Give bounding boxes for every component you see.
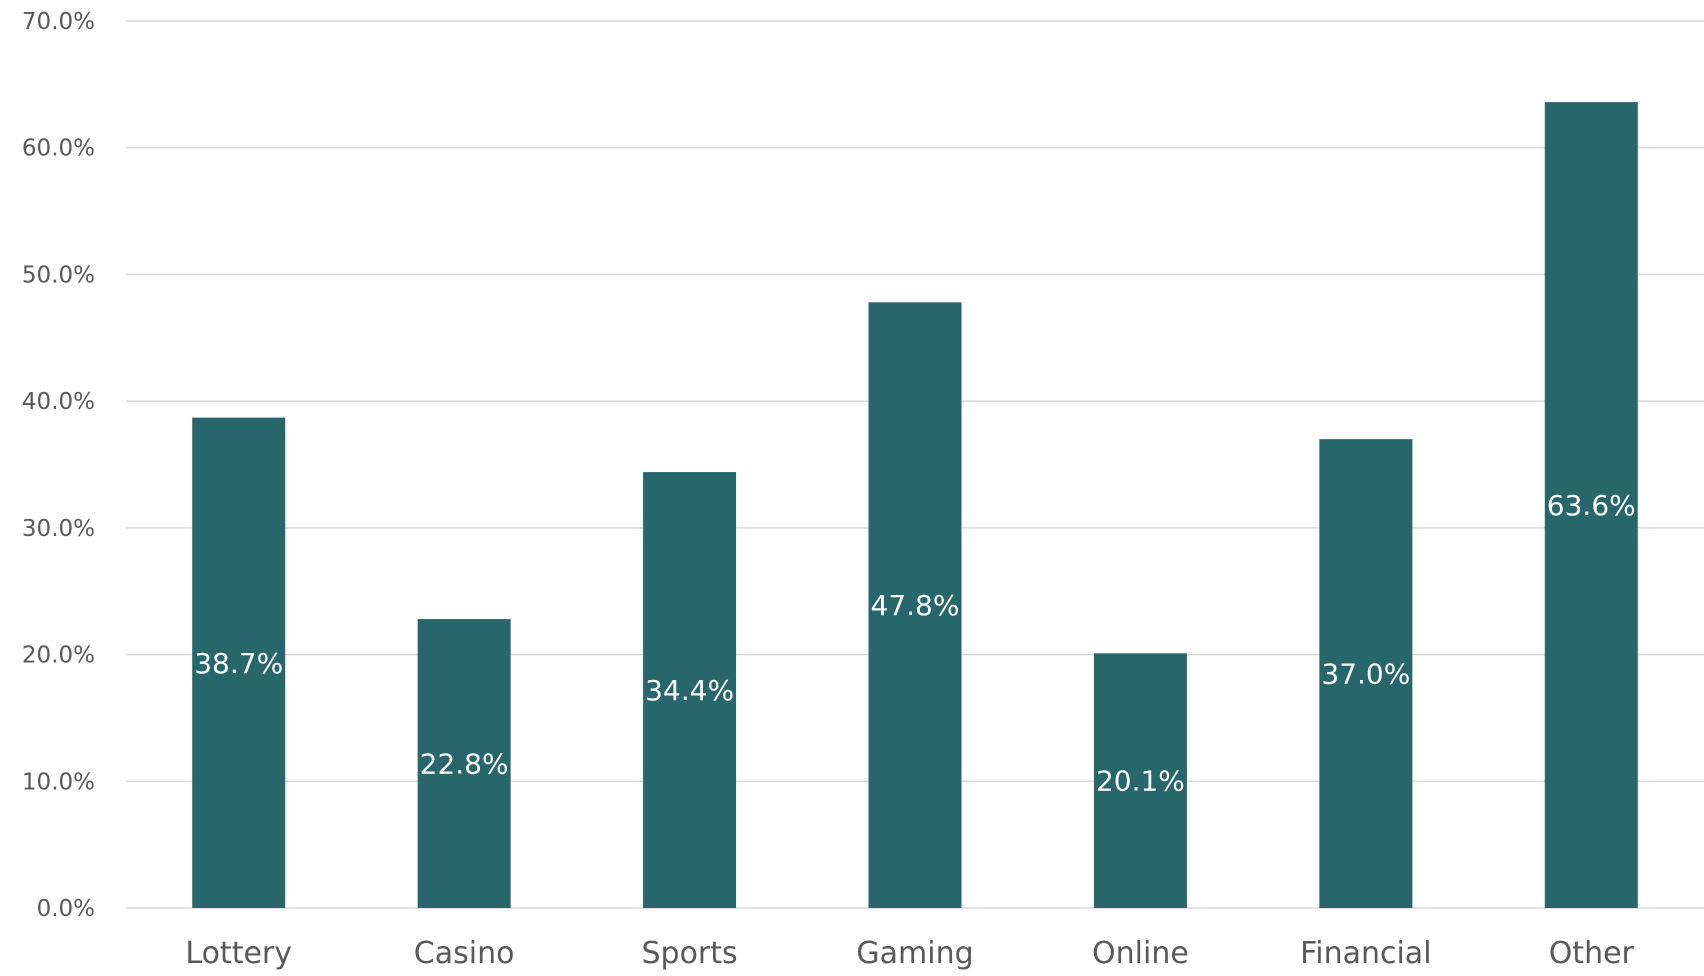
bar-financial: [1319, 439, 1413, 908]
data-label: 63.6%: [1547, 489, 1636, 522]
y-tick-label: 60.0%: [22, 136, 95, 162]
bar-sports: [643, 472, 737, 908]
y-tick-label: 30.0%: [22, 516, 95, 542]
x-axis-ticks: Lottery Casino Sports Gaming Online Financial…: [185, 936, 1634, 971]
bar-gaming: [868, 302, 962, 908]
y-tick-label: 40.0%: [22, 389, 95, 415]
x-tick-label: Other: [1549, 936, 1635, 971]
bar-other: [1544, 102, 1638, 908]
x-tick-label: Online: [1092, 936, 1189, 971]
bar-lottery: [192, 417, 286, 908]
data-labels: 38.7% 22.8% 34.4% 47.8% 20.1% 37.0% 63.6%: [194, 489, 1636, 798]
x-tick-label: Gaming: [856, 936, 973, 971]
x-tick-label: Casino: [414, 936, 515, 971]
data-label: 37.0%: [1321, 658, 1410, 691]
x-tick-label: Financial: [1300, 936, 1431, 971]
data-label: 38.7%: [194, 647, 283, 680]
x-tick-label: Sports: [641, 936, 737, 971]
data-label: 20.1%: [1096, 765, 1185, 798]
x-tick-label: Lottery: [185, 936, 292, 971]
y-tick-label: 10.0%: [22, 769, 95, 795]
data-label: 34.4%: [645, 674, 734, 707]
bars: [192, 102, 1638, 908]
y-tick-label: 0.0%: [37, 896, 95, 922]
y-tick-label: 70.0%: [22, 9, 95, 35]
bar-casino: [417, 619, 511, 908]
y-tick-label: 50.0%: [22, 262, 95, 288]
data-label: 22.8%: [420, 748, 509, 781]
data-label: 47.8%: [871, 589, 960, 622]
y-tick-label: 20.0%: [22, 643, 95, 669]
y-axis-ticks: 0.0% 10.0% 20.0% 30.0% 40.0% 50.0% 60.0% 70.0%: [22, 9, 95, 922]
bar-online: [1093, 653, 1187, 908]
